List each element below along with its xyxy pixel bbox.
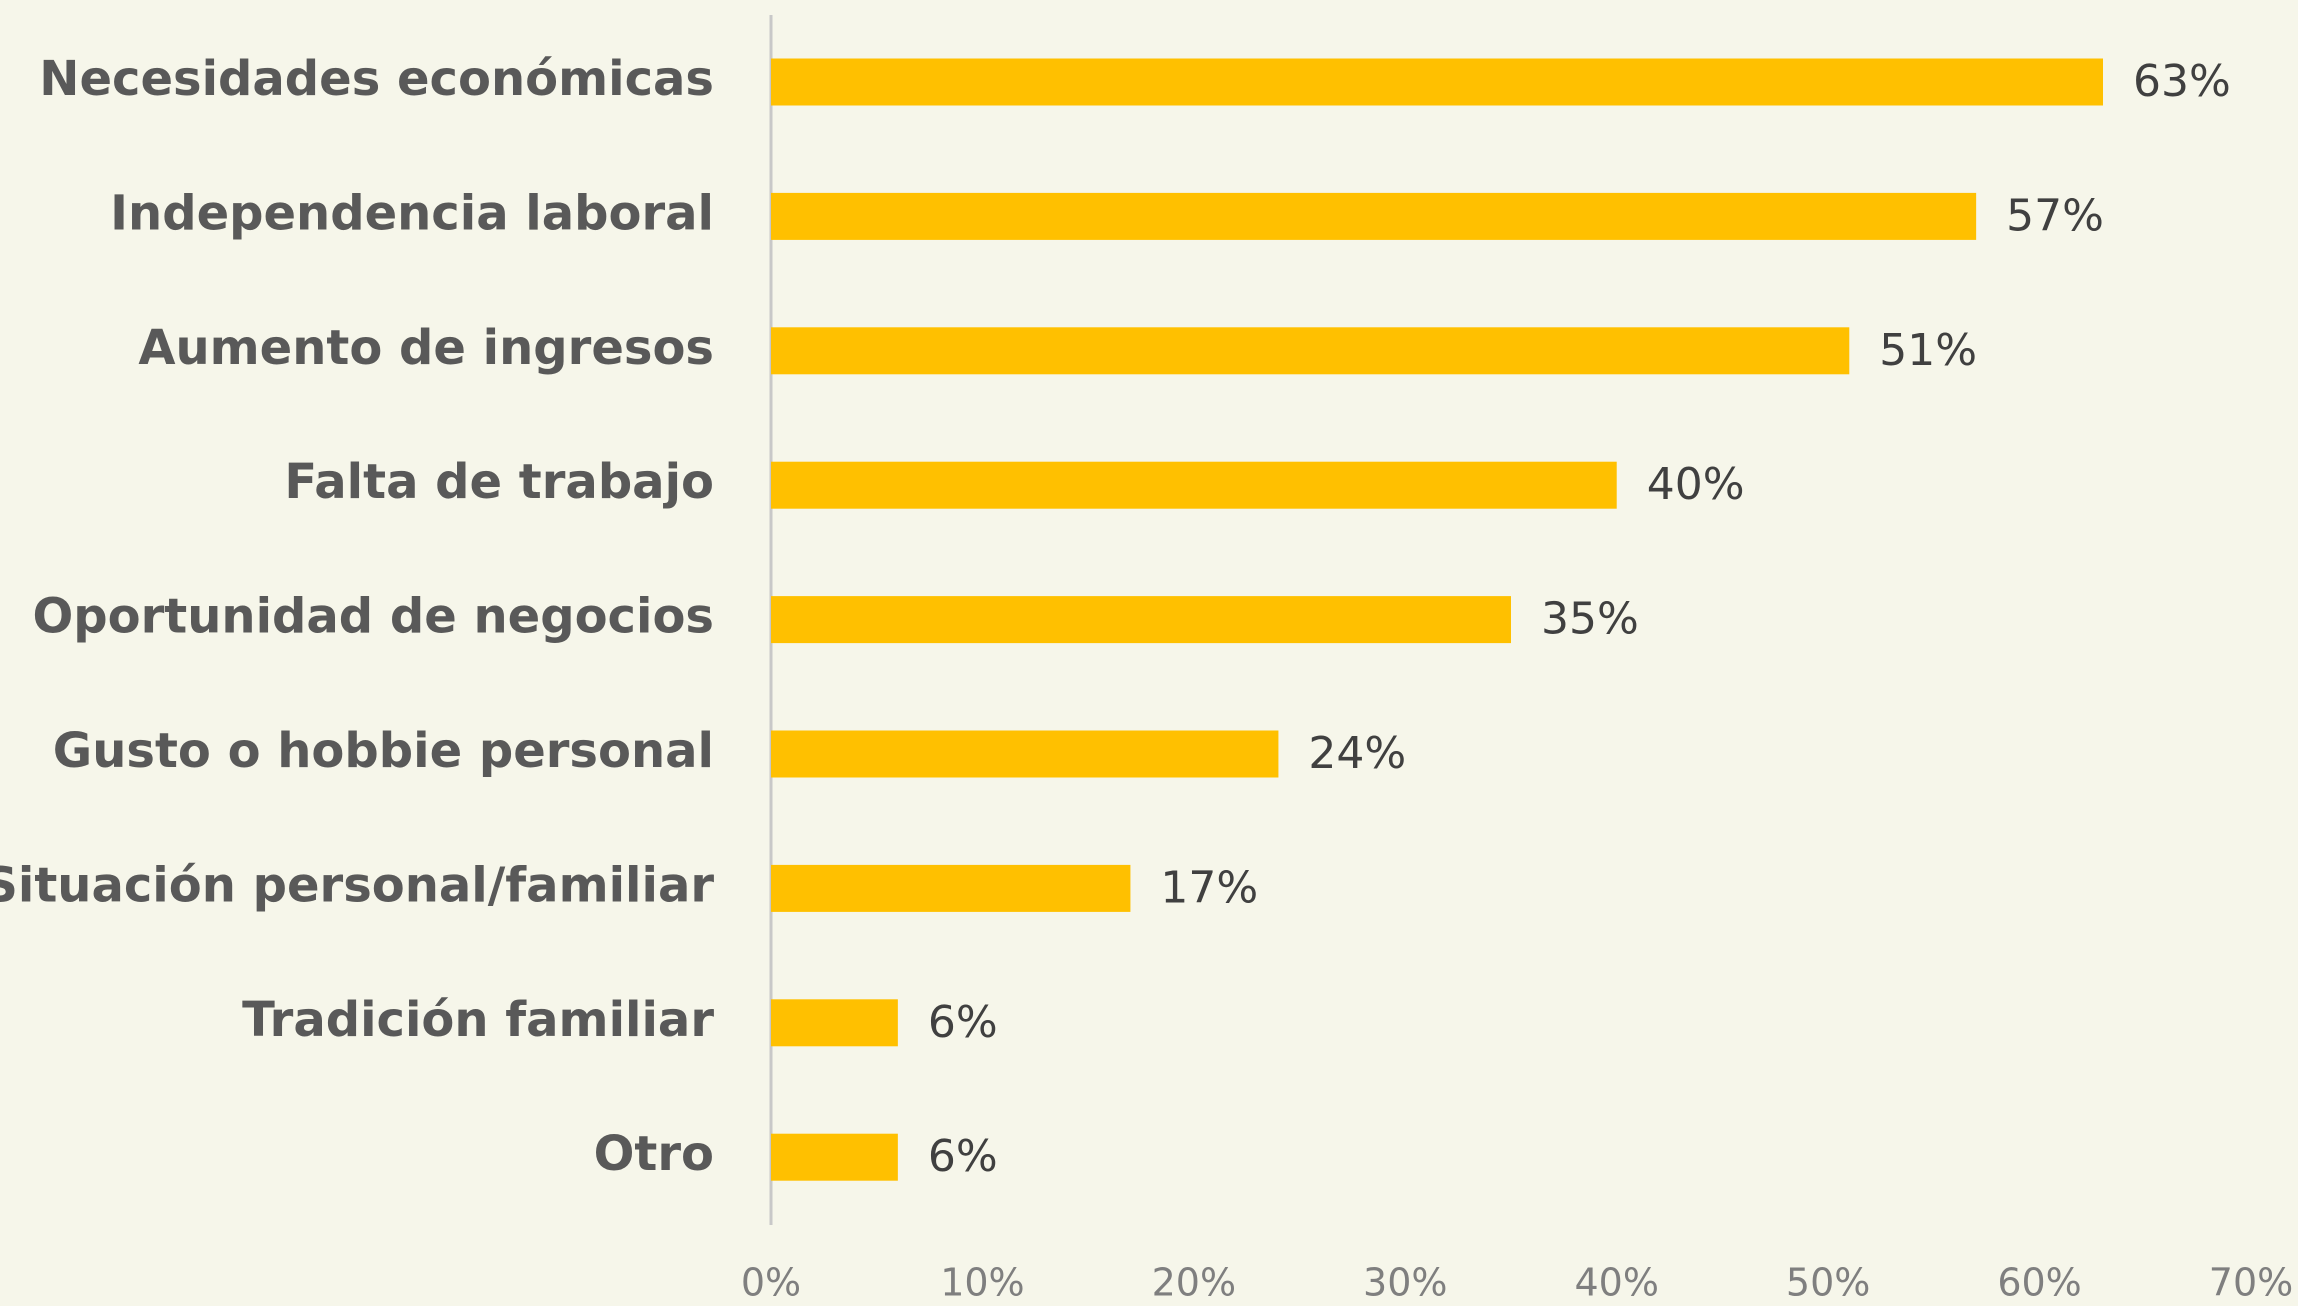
x-tick-label: 10%	[940, 1261, 1024, 1305]
y-tick-label: Gusto o hobbie personal	[53, 723, 714, 779]
bar	[771, 730, 1279, 778]
data-label: 51%	[1879, 325, 1977, 376]
y-tick-label: Falta de trabajo	[284, 454, 714, 510]
data-label: 35%	[1541, 594, 1639, 645]
y-tick-label: Independencia laboral	[110, 185, 714, 241]
x-tick-label: 0%	[741, 1261, 801, 1305]
y-tick-label: Aumento de ingresos	[138, 320, 714, 376]
data-label: 63%	[2133, 56, 2231, 107]
data-label: 40%	[1647, 459, 1745, 510]
data-label: 6%	[928, 1131, 998, 1182]
bar	[771, 327, 1850, 375]
y-tick-label: Tradición familiar	[242, 992, 714, 1048]
bar	[771, 864, 1131, 912]
data-label: 24%	[1308, 728, 1406, 779]
data-label: 17%	[1160, 862, 1258, 913]
x-tick-label: 20%	[1152, 1261, 1236, 1305]
data-label: 6%	[928, 997, 998, 1048]
x-tick-label: 40%	[1574, 1261, 1658, 1305]
y-tick-label: Necesidades económicas	[39, 51, 714, 107]
data-label: 57%	[2006, 190, 2104, 241]
y-tick-label: Oportunidad de negocios	[32, 589, 714, 645]
x-tick-label: 50%	[1786, 1261, 1870, 1305]
bar	[771, 192, 1977, 240]
x-tick-label: 60%	[1997, 1261, 2081, 1305]
bar	[771, 596, 1511, 644]
x-tick-label: 30%	[1363, 1261, 1447, 1305]
y-tick-label: Otro	[594, 1126, 714, 1182]
bar	[771, 461, 1617, 509]
bar	[771, 1133, 898, 1181]
y-tick-label: Situación personal/familiar	[0, 857, 714, 913]
bar	[771, 999, 898, 1047]
x-tick-label: 70%	[2209, 1261, 2293, 1305]
bar	[771, 58, 2103, 106]
